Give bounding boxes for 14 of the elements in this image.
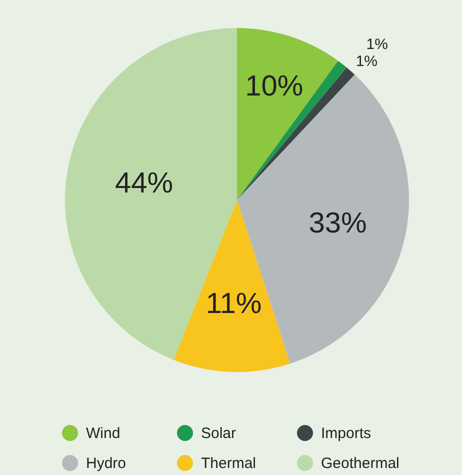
legend-label: Geothermal [321, 455, 400, 472]
pie-slice [237, 28, 338, 200]
data-label: 1% [356, 52, 378, 70]
legend-label: Thermal [201, 455, 256, 472]
legend-label: Imports [321, 425, 372, 442]
data-label: 33% [308, 208, 367, 240]
legend-label: Solar [201, 425, 236, 442]
data-label: 1% [366, 36, 388, 54]
pie-slice [174, 200, 290, 372]
legend-label: Wind [86, 425, 120, 442]
legend-label: Hydro [86, 455, 126, 472]
data-label: 11% [206, 288, 262, 320]
data-label: 10% [245, 70, 304, 102]
data-label: 44% [115, 167, 174, 200]
